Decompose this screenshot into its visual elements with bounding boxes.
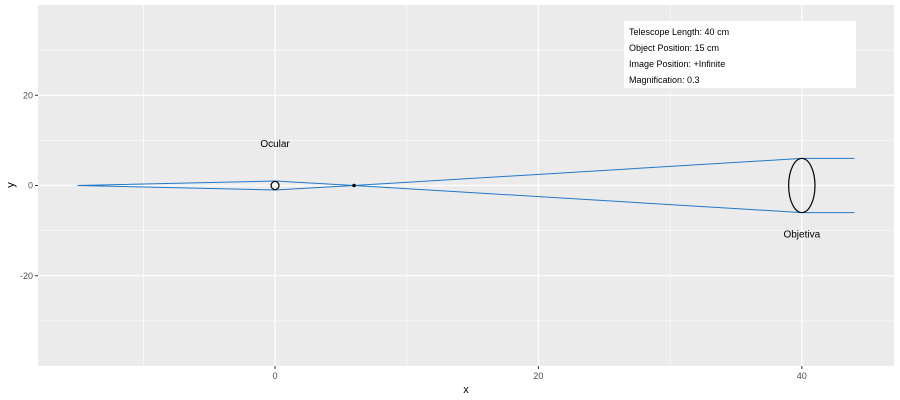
x-tick-label: 20 [533, 371, 543, 381]
info-magnification: Magnification: 0.3 [629, 75, 700, 85]
info-image-position: Image Position: +Infinite [629, 59, 725, 69]
info-object-position: Object Position: 15 cm [629, 43, 719, 53]
y-axis-title: y [5, 182, 17, 188]
objetiva-lens [788, 157, 816, 214]
y-tick-label: -20 [20, 271, 33, 281]
ocular-label: Ocular [260, 139, 290, 150]
focal-point [352, 183, 356, 188]
info-box-background [624, 21, 856, 88]
x-axis: 0 20 40 [273, 366, 807, 381]
ocular-lens [270, 180, 280, 191]
objetiva-label: Objetiva [783, 229, 820, 240]
y-tick-label: 20 [23, 90, 33, 100]
lenses: Ocular Objetiva [260, 139, 820, 240]
info-box: Telescope Length: 40 cm Object Position:… [624, 21, 856, 88]
y-tick-label: 0 [28, 181, 33, 191]
grid-major [38, 5, 894, 366]
x-tick-label: 40 [797, 371, 807, 381]
x-tick-label: 0 [273, 371, 278, 381]
x-axis-title: x [463, 384, 469, 396]
info-telescope-length: Telescope Length: 40 cm [629, 27, 729, 37]
y-axis: -20 0 20 [20, 90, 38, 281]
